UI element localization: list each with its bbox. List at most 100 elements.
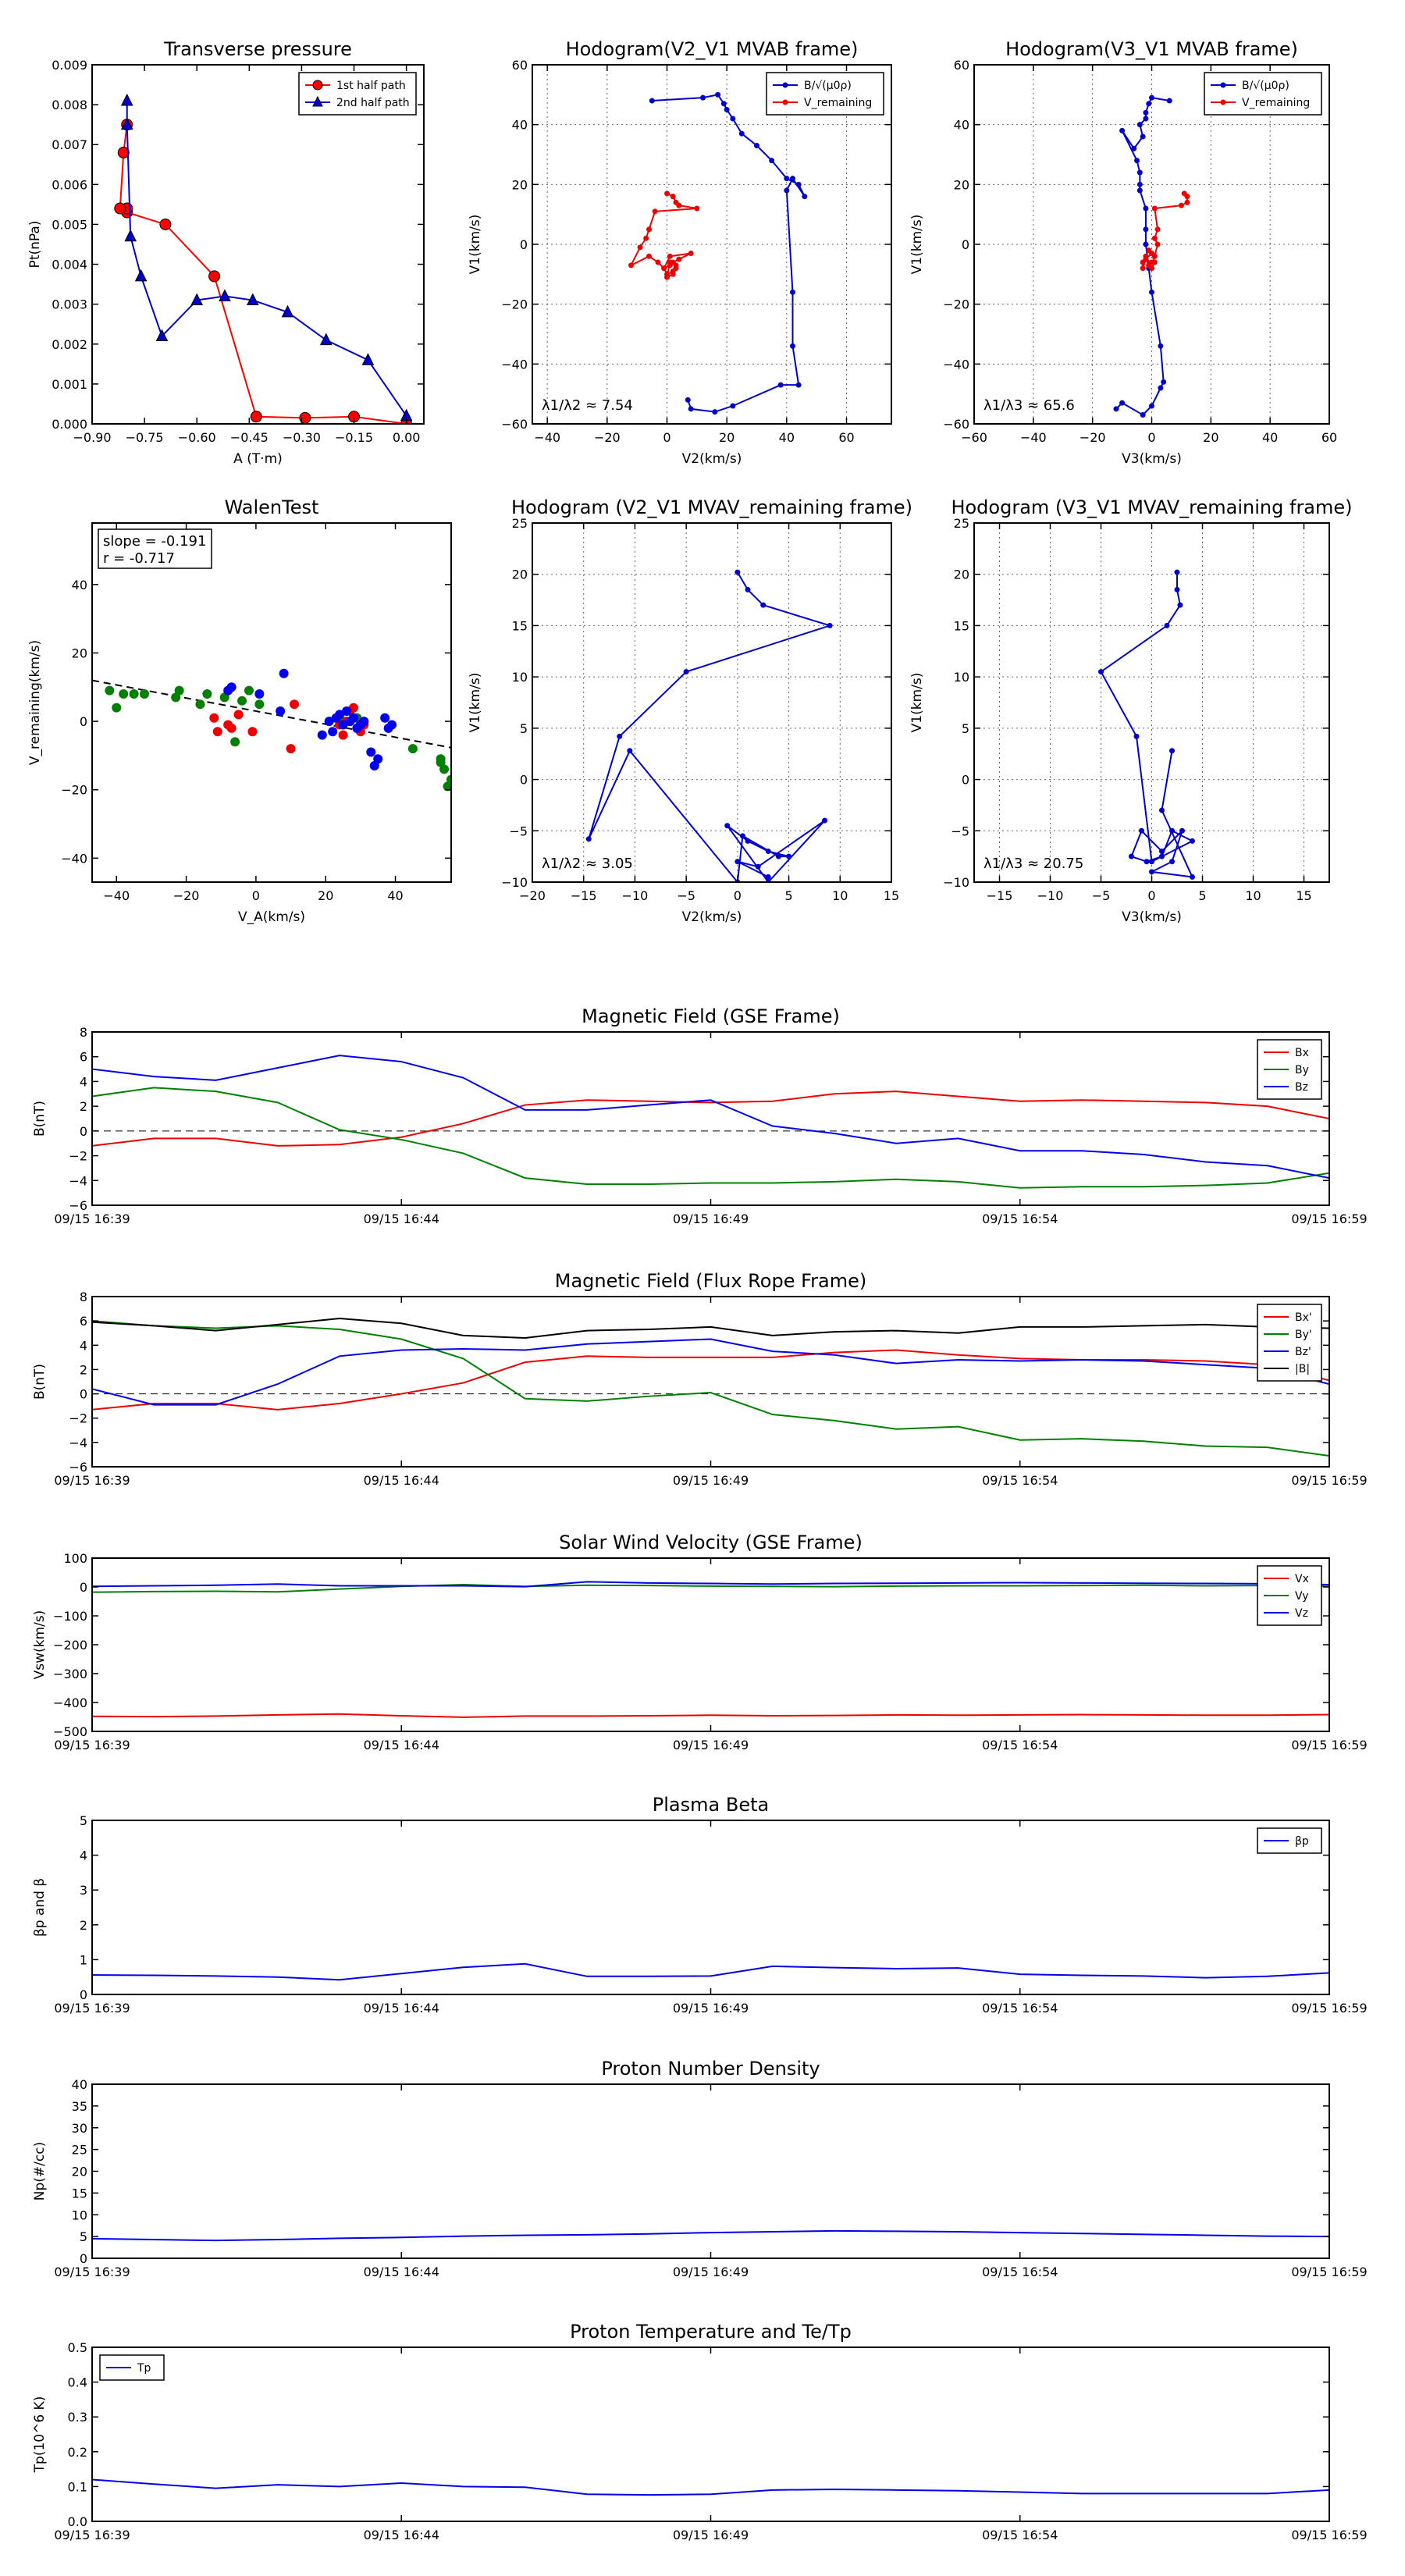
data-point: [688, 251, 694, 256]
annotation-text: λ1/λ2 ≈ 7.54: [542, 397, 633, 414]
x-tick-label: 09/15 16:44: [364, 1738, 439, 1752]
x-tick-label: 09/15 16:49: [673, 1212, 749, 1226]
data-point: [1190, 838, 1195, 844]
x-tick-label: 5: [784, 888, 792, 903]
data-point: [1166, 98, 1172, 104]
y-tick-label: 2: [80, 1099, 87, 1114]
y-tick-label: 1: [80, 1952, 87, 1967]
x-tick-label: −20: [173, 888, 200, 903]
x-tick-label: 09/15 16:49: [673, 2528, 749, 2542]
x-tick-label: 09/15 16:44: [364, 2528, 439, 2542]
data-point: [1140, 412, 1146, 418]
legend-label: 2nd half path: [336, 97, 410, 109]
plot-area: [92, 1318, 1329, 1457]
x-tick-label: 40: [1262, 430, 1278, 445]
chart-title: Solar Wind Velocity (GSE Frame): [559, 1532, 863, 1553]
x-tick-label: 09/15 16:59: [1291, 1212, 1367, 1226]
y-tick-label: 3: [80, 1883, 87, 1898]
chart-title: Magnetic Field (Flux Rope Frame): [555, 1270, 866, 1292]
data-point: [784, 176, 790, 182]
y-tick-label: 40: [72, 578, 87, 592]
data-point: [244, 685, 254, 696]
series-0: [92, 2229, 1329, 2242]
x-tick-label: 09/15 16:44: [364, 2001, 439, 2016]
fit-line: [92, 679, 451, 749]
x-tick-label: 09/15 16:54: [982, 1738, 1058, 1752]
y-tick-label: −4: [69, 1173, 87, 1188]
data-point: [735, 859, 741, 865]
chart-magnetic-field-flux-rope: 09/15 16:39 09/15 16:44 09/15 16:49 09/15 1…: [32, 1270, 1368, 1488]
legend: Bx By Bz: [1257, 1039, 1322, 1100]
data-point: [715, 91, 721, 98]
x-tick-label: 0: [734, 888, 742, 903]
series-line: [92, 1055, 1329, 1179]
y-tick-label: 0.3: [68, 2410, 87, 2425]
legend-label: Vz: [1295, 1607, 1308, 1620]
x-tick-label: 09/15 16:54: [982, 1473, 1058, 1488]
data-point: [730, 116, 736, 122]
plot-area: [92, 2478, 1329, 2496]
x-tick-label: 09/15 16:54: [982, 2001, 1058, 2016]
data-point: [290, 699, 300, 710]
chart-title: Hodogram (V2_V1 MVAV_remaining frame): [511, 496, 912, 518]
y-tick-label: 0.0: [68, 2514, 87, 2529]
y-tick-label: 0.006: [52, 177, 87, 192]
chart-proton-temperature: 09/15 16:39 09/15 16:44 09/15 16:49 09/15 1…: [32, 2321, 1368, 2542]
series-v-remaining: [1140, 190, 1190, 272]
data-point: [1139, 827, 1144, 834]
series-2: [223, 668, 397, 771]
data-point: [114, 202, 126, 215]
x-tick-label: 10: [832, 888, 848, 903]
data-point: [1149, 869, 1154, 875]
data-point: [775, 853, 781, 859]
y-tick-label: 0.007: [52, 137, 87, 152]
data-point: [700, 94, 706, 101]
data-point: [1154, 226, 1161, 233]
chart-title: Hodogram (V3_V1 MVAV_remaining frame): [951, 496, 1352, 518]
data-point: [1144, 859, 1150, 865]
y-tick-label: 20: [954, 568, 969, 582]
y-tick-label: 5: [80, 2229, 87, 2244]
series-line: [629, 192, 697, 279]
data-point: [1143, 116, 1149, 122]
chart-title: Hodogram(V2_V1 MVAB frame): [566, 38, 859, 60]
data-point: [670, 194, 676, 200]
y-tick-label: 0.001: [52, 377, 87, 392]
plot-area: [1098, 569, 1195, 880]
data-point: [724, 823, 731, 829]
x-tick-label: 15: [1296, 888, 1311, 903]
annotation-text: λ1/λ3 ≈ 65.6: [984, 397, 1075, 414]
plot-area: [92, 1581, 1329, 1718]
data-point: [233, 710, 244, 720]
data-point: [1113, 406, 1119, 412]
y-tick-label: −40: [943, 357, 969, 372]
plot-area: [628, 91, 808, 415]
x-tick-label: 0: [663, 430, 670, 445]
chart-hodogram-v2-v1-mvab: −40 −20 0 20 40 60 −60 −40 −20 0 20 40 60 Hodogram(V2…: [468, 38, 892, 467]
y-tick-label: 0.000: [52, 417, 87, 432]
data-point: [667, 259, 673, 265]
y-tick-label: 0: [520, 237, 528, 252]
data-point: [1129, 853, 1134, 859]
data-point: [790, 176, 795, 182]
series-line: [92, 1318, 1329, 1339]
x-tick-label: −10: [622, 888, 649, 903]
data-point: [1134, 158, 1140, 164]
series-line: [92, 1320, 1329, 1457]
data-point: [237, 696, 247, 706]
legend-label: B/√(μ0ρ): [804, 80, 852, 92]
data-point: [1184, 194, 1190, 200]
data-point: [1174, 586, 1180, 592]
legend-marker: [1220, 82, 1226, 88]
x-tick-label: −0.60: [178, 430, 216, 445]
legend-label: Bx': [1295, 1311, 1312, 1324]
data-point: [795, 181, 802, 187]
y-tick-label: −100: [53, 1609, 87, 1624]
data-point: [1136, 169, 1143, 176]
annotation-text: r = -0.717: [103, 550, 175, 567]
legend-marker: [782, 99, 788, 105]
data-point: [1161, 379, 1167, 385]
y-tick-label: 10: [954, 670, 969, 685]
chart-title: WalenTest: [225, 496, 319, 518]
chart-title: Magnetic Field (GSE Frame): [582, 1005, 840, 1027]
